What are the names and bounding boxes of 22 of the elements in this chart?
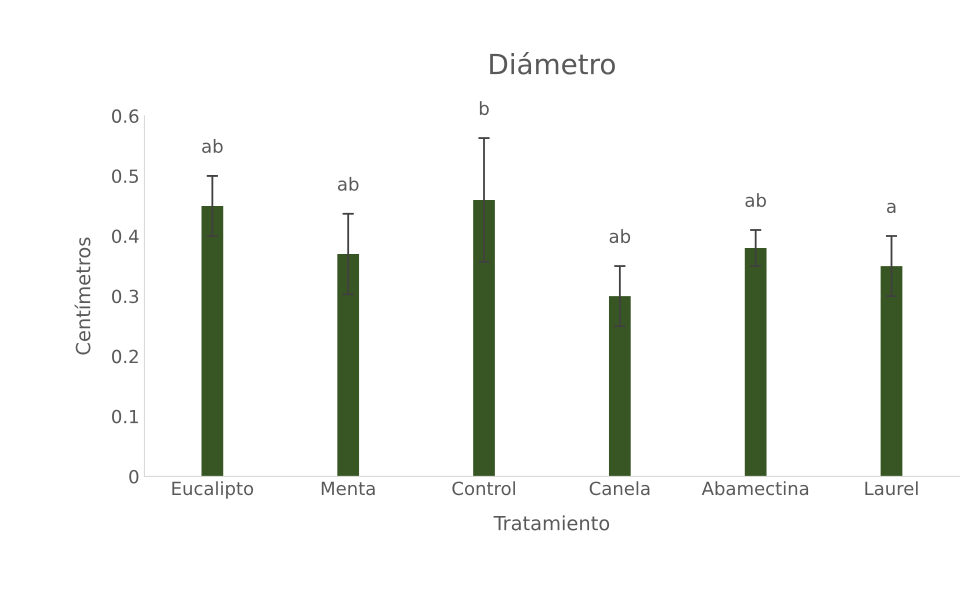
y-tick-label: 0.3 xyxy=(112,290,138,304)
annotation: ab xyxy=(338,176,358,191)
x-tick-label: Eucalipto xyxy=(172,481,254,499)
chart-title: Diámetro xyxy=(490,52,615,75)
y-tick-label: 0.4 xyxy=(112,229,139,244)
x-tick-label: Laurel xyxy=(865,481,918,496)
x-axis-title: Tratamiento xyxy=(494,515,610,530)
annotation: b xyxy=(480,101,489,116)
annotation: a xyxy=(887,202,896,214)
y-axis-title: Centímetros xyxy=(74,238,90,355)
x-tick-label: Menta xyxy=(322,482,375,496)
annotation: ab xyxy=(745,193,766,208)
y-tick-label: 0.1 xyxy=(112,410,138,424)
y-tick-label: 0 xyxy=(129,470,138,484)
y-tick-label: 0.2 xyxy=(112,350,138,364)
y-tick-label: 0.6 xyxy=(112,109,138,123)
annotation: ab xyxy=(202,139,223,153)
y-tick-label: 0.5 xyxy=(112,169,138,184)
annotation: ab xyxy=(610,229,630,244)
x-tick-label: Control xyxy=(452,481,515,496)
x-tick-label: Abamectina xyxy=(702,481,808,496)
x-tick-label: Canela xyxy=(590,481,650,496)
